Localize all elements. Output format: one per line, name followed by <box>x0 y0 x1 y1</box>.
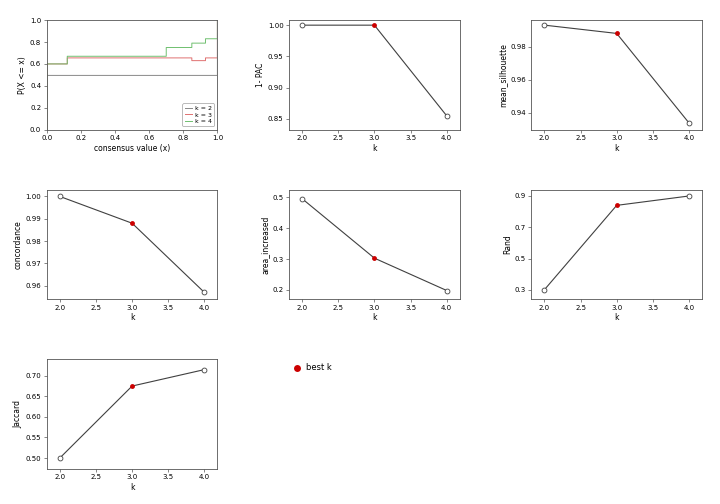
Legend: k = 2, k = 3, k = 4: k = 2, k = 3, k = 4 <box>182 103 215 127</box>
X-axis label: k: k <box>614 313 619 323</box>
Y-axis label: P(X <= x): P(X <= x) <box>18 56 27 94</box>
Y-axis label: 1- PAC: 1- PAC <box>256 62 265 87</box>
Y-axis label: Rand: Rand <box>503 234 512 255</box>
Legend: best k: best k <box>293 363 331 372</box>
X-axis label: consensus value (x): consensus value (x) <box>94 144 170 153</box>
X-axis label: k: k <box>130 483 135 492</box>
X-axis label: k: k <box>372 144 377 153</box>
X-axis label: k: k <box>130 313 135 323</box>
Y-axis label: mean_silhouette: mean_silhouette <box>498 43 508 107</box>
X-axis label: k: k <box>614 144 619 153</box>
X-axis label: k: k <box>372 313 377 323</box>
Y-axis label: Jaccard: Jaccard <box>14 400 23 428</box>
Y-axis label: concordance: concordance <box>14 220 23 269</box>
Y-axis label: area_increased: area_increased <box>261 215 269 274</box>
